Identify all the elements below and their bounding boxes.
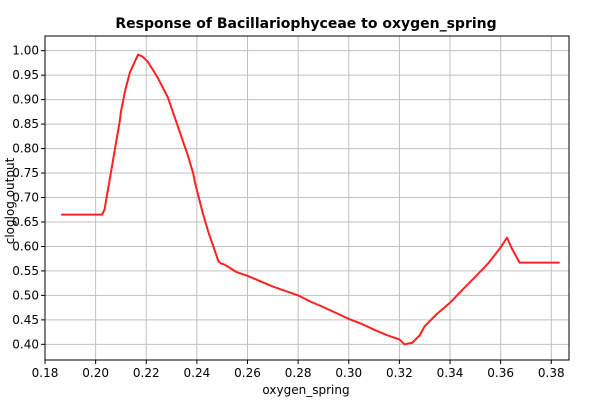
- y-tick-label: 0.45: [12, 313, 39, 327]
- y-tick-label: 0.75: [12, 166, 39, 180]
- plot-area: 0.18 0.20 0.22 0.24 0.26 0.28 0.30 0.32 0.34 0.36…: [12, 35, 570, 380]
- x-tick-label: 0.22: [133, 366, 160, 380]
- x-tick-label: 0.38: [538, 366, 565, 380]
- y-tick-label: 0.90: [12, 93, 39, 107]
- y-tick-label: 0.80: [12, 142, 39, 156]
- x-axis-label: oxygen_spring: [262, 383, 349, 397]
- y-tick-label: 0.55: [12, 264, 39, 278]
- y-tick-label: 1.00: [12, 44, 39, 58]
- x-tick-label: 0.32: [386, 366, 413, 380]
- y-axis-label: cloglog output: [3, 157, 17, 244]
- x-tick-label: 0.20: [82, 366, 109, 380]
- y-tick-label: 0.65: [12, 215, 39, 229]
- x-tick-label: 0.24: [184, 366, 211, 380]
- y-tick-label: 0.60: [12, 239, 39, 253]
- y-tick-label: 0.40: [12, 337, 39, 351]
- y-tick-label: 0.85: [12, 117, 39, 131]
- x-tick-label: 0.36: [487, 366, 514, 380]
- x-tick-label: 0.26: [234, 366, 261, 380]
- x-tick-label: 0.30: [335, 366, 362, 380]
- chart-title: Response of Bacillariophyceae to oxygen_…: [115, 16, 496, 32]
- plot-border: [44, 35, 570, 361]
- x-tick-label: 0.18: [32, 366, 59, 380]
- x-tick-label: 0.34: [437, 366, 464, 380]
- y-tick-label: 0.50: [12, 288, 39, 302]
- y-tick-label: 0.95: [12, 68, 39, 82]
- response-series-line: [60, 53, 560, 346]
- y-tick-label: 0.70: [12, 191, 39, 205]
- x-tick-label: 0.28: [285, 366, 312, 380]
